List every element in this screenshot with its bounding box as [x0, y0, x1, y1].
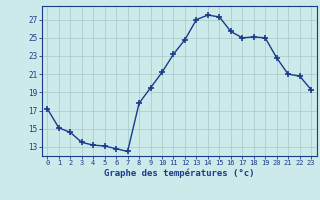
X-axis label: Graphe des températures (°c): Graphe des températures (°c) [104, 169, 254, 178]
